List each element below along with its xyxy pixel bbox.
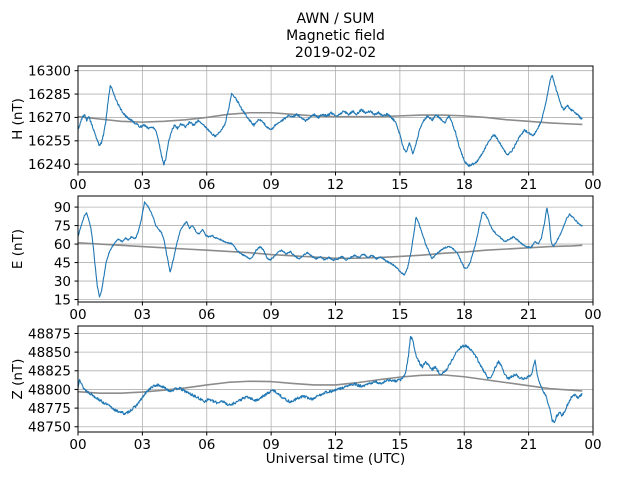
- y-tick-labels: 15 30 45 60 75 90: [54, 200, 71, 308]
- quiet-day-curve: [78, 242, 583, 260]
- svg-text:18: 18: [456, 307, 473, 323]
- svg-text:16270: 16270: [28, 110, 71, 126]
- svg-text:16240: 16240: [28, 157, 71, 173]
- svg-text:48825: 48825: [28, 364, 71, 380]
- svg-text:48800: 48800: [28, 382, 71, 398]
- svg-text:48750: 48750: [28, 420, 71, 436]
- figure-title-line: AWN / SUM: [296, 11, 375, 27]
- svg-text:06: 06: [198, 437, 215, 453]
- figure-title-line: Magnetic field: [286, 28, 385, 44]
- svg-text:16300: 16300: [28, 64, 71, 80]
- svg-text:03: 03: [134, 437, 151, 453]
- svg-text:90: 90: [54, 200, 71, 216]
- axis-ticks: [74, 332, 594, 436]
- x-tick-labels: 00 03 06 09 12 15 18 21 00: [69, 307, 601, 323]
- subplot-h-component: 16240 16255 16270 16285 16300 00 03 06 09 12 15 18 2…: [10, 64, 602, 194]
- svg-text:21: 21: [520, 307, 537, 323]
- svg-text:12: 12: [327, 177, 344, 193]
- axis-ticks: [74, 70, 594, 176]
- y-tick-labels: 48750 48775 48800 48825 48850 48875: [28, 326, 71, 435]
- svg-text:09: 09: [263, 437, 280, 453]
- svg-text:21: 21: [520, 437, 537, 453]
- grid: [78, 326, 593, 432]
- x-tick-labels: 00 03 06 09 12 15 18 21 00: [69, 177, 601, 193]
- observed-line: [78, 74, 583, 168]
- svg-text:00: 00: [69, 437, 86, 453]
- svg-text:00: 00: [584, 437, 601, 453]
- svg-text:00: 00: [69, 177, 86, 193]
- observed-line: [78, 201, 583, 298]
- observed-line: [78, 335, 583, 424]
- y-axis-label: Z (nT): [10, 359, 26, 400]
- svg-text:15: 15: [391, 177, 408, 193]
- svg-text:09: 09: [263, 177, 280, 193]
- svg-text:21: 21: [520, 177, 537, 193]
- svg-text:00: 00: [69, 307, 86, 323]
- svg-text:15: 15: [391, 437, 408, 453]
- svg-text:12: 12: [327, 307, 344, 323]
- svg-text:03: 03: [134, 307, 151, 323]
- x-tick-labels: 00 03 06 09 12 15 18 21 00: [69, 437, 601, 453]
- svg-text:15: 15: [391, 307, 408, 323]
- svg-text:48850: 48850: [28, 345, 71, 361]
- x-axis-label: Universal time (UTC): [266, 451, 405, 467]
- subplot-e-component: 15 30 45 60 75 90 00 03 06 09 12 15 18 21 00 E (nT): [10, 195, 602, 323]
- svg-text:60: 60: [54, 237, 71, 253]
- svg-text:00: 00: [584, 307, 601, 323]
- y-axis-label: H (nT): [10, 98, 26, 140]
- svg-text:00: 00: [584, 177, 601, 193]
- subplot-z-component: 48750 48775 48800 48825 48850 48875 00 03 06 09 12…: [10, 325, 602, 453]
- svg-text:12: 12: [327, 437, 344, 453]
- axis-ticks: [74, 206, 594, 306]
- y-axis-label: E (nT): [10, 229, 26, 269]
- svg-text:06: 06: [198, 307, 215, 323]
- svg-text:06: 06: [198, 177, 215, 193]
- svg-text:75: 75: [54, 218, 71, 234]
- svg-text:03: 03: [134, 177, 151, 193]
- svg-text:45: 45: [54, 255, 71, 271]
- quiet-day-curve: [78, 374, 583, 394]
- svg-text:18: 18: [456, 437, 473, 453]
- figure-title: AWN / SUM Magnetic field 2019-02-02: [78, 11, 593, 62]
- figure-title-line: 2019-02-02: [294, 45, 377, 61]
- grid: [78, 196, 593, 302]
- svg-text:09: 09: [263, 307, 280, 323]
- y-tick-labels: 16240 16255 16270 16285 16300: [28, 64, 71, 174]
- svg-text:16255: 16255: [28, 134, 71, 150]
- grid: [78, 66, 593, 172]
- svg-text:16285: 16285: [28, 87, 71, 103]
- svg-text:15: 15: [54, 292, 71, 308]
- svg-text:48875: 48875: [28, 326, 71, 342]
- svg-text:48775: 48775: [28, 401, 71, 417]
- quiet-day-curve: [78, 111, 583, 126]
- svg-text:18: 18: [456, 177, 473, 193]
- svg-text:30: 30: [54, 274, 71, 290]
